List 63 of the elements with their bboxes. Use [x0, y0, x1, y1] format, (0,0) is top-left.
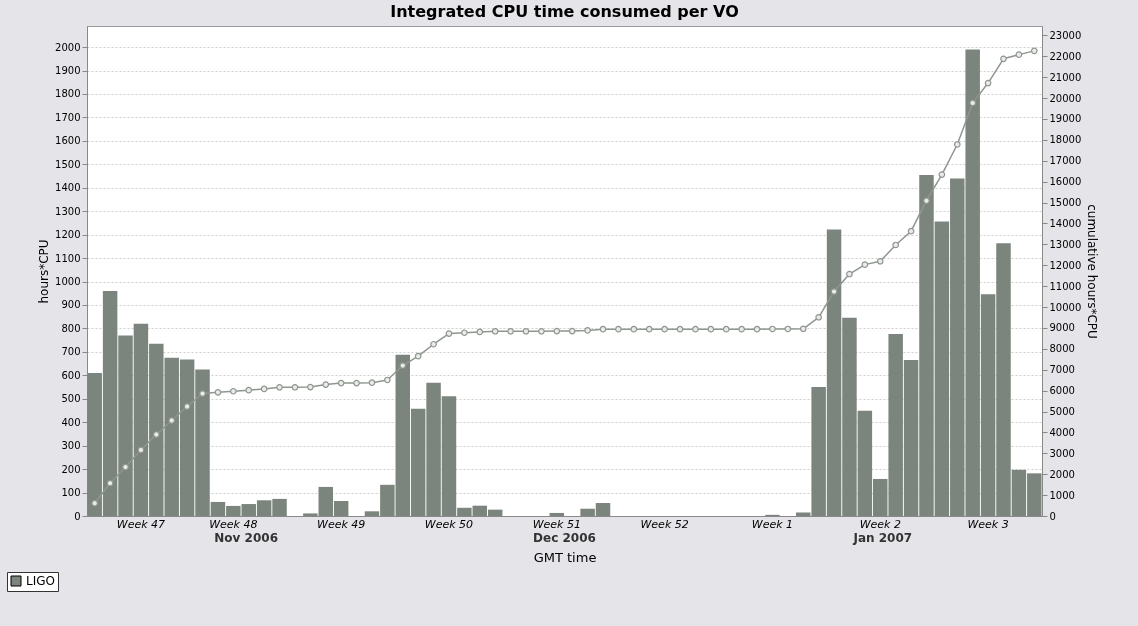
- y2-tick-label: 9000: [1049, 322, 1075, 334]
- y2-tick-label: 1000: [1049, 489, 1075, 501]
- y2-tick-label: 12000: [1049, 259, 1082, 271]
- y2-tick-label: 18000: [1049, 134, 1082, 146]
- y2-tick-label: 14000: [1049, 217, 1082, 229]
- legend-label: LIGO: [26, 574, 55, 588]
- y2-tick-label: 0: [1049, 510, 1056, 522]
- y2-tick-label: 2000: [1049, 468, 1075, 480]
- chart-title: Integrated CPU time consumed per VO: [390, 2, 739, 21]
- text: Jan 2007: [852, 531, 913, 545]
- y2-tick-label: 22000: [1049, 50, 1082, 62]
- y-tick-label: 1000: [55, 276, 81, 288]
- y2-tick-label: 7000: [1049, 364, 1075, 376]
- x-tick-label: Week 48: [209, 517, 258, 531]
- y2-tick-label: 13000: [1049, 238, 1082, 250]
- y2-tick-label: 3000: [1049, 447, 1075, 459]
- y-tick-label: 1100: [55, 252, 81, 264]
- y2-tick-label: 19000: [1049, 113, 1082, 125]
- y-tick-label: 800: [61, 322, 81, 334]
- y2-tick-label: 11000: [1049, 280, 1082, 292]
- y2-tick-label: 16000: [1049, 176, 1082, 188]
- y-tick-label: 1600: [55, 135, 81, 147]
- y2-tick-label: 21000: [1049, 71, 1082, 83]
- x-tick-label: Week 3: [967, 517, 1009, 531]
- y-tick-label: 1300: [55, 205, 81, 217]
- y-tick-label: 2000: [55, 41, 81, 53]
- y-tick-label: 400: [61, 416, 81, 428]
- x-tick-label: Week 49: [317, 517, 366, 531]
- y2-tick-label: 10000: [1049, 301, 1082, 313]
- text: Nov 2006: [214, 531, 279, 545]
- x-tick-label: Week 47: [116, 517, 166, 531]
- y2-tick-label: 20000: [1049, 92, 1082, 104]
- y2-tick-label: 8000: [1049, 343, 1075, 355]
- y-tick-label: 1200: [55, 229, 81, 241]
- y-tick-label: 900: [61, 299, 81, 311]
- y2-axis-title: cumulative hours*CPU: [1085, 204, 1100, 339]
- y-tick-label: 600: [61, 369, 81, 381]
- y-tick-label: 0: [74, 510, 81, 522]
- y2-tick-label: 15000: [1049, 197, 1082, 209]
- x-tick-label: Week 51: [532, 517, 581, 531]
- x-axis-title: GMT time: [533, 549, 597, 565]
- y-axis-title: hours*CPU: [37, 239, 52, 304]
- y-tick-label: 1500: [55, 158, 81, 170]
- x-tick-label: Week 50: [424, 517, 474, 531]
- y-tick-label: 300: [61, 440, 81, 452]
- text: Dec 2006: [533, 531, 596, 545]
- y-tick-label: 1800: [55, 88, 81, 100]
- y-tick-label: 500: [61, 393, 81, 405]
- y2-tick-label: 5000: [1049, 406, 1075, 418]
- x-tick-label: Week 1: [751, 517, 794, 531]
- y-tick-label: 200: [61, 463, 81, 475]
- y-tick-label: 700: [61, 346, 81, 358]
- bar: [549, 512, 565, 516]
- y2-tick-label: 17000: [1049, 155, 1082, 167]
- y2-tick-label: 6000: [1049, 385, 1075, 397]
- y-tick-label: 1700: [55, 111, 81, 123]
- y-tick-label: 100: [61, 487, 81, 499]
- y-tick-label: 1900: [55, 65, 81, 77]
- y-tick-label: 1400: [55, 182, 81, 194]
- y2-tick-label: 23000: [1049, 29, 1082, 41]
- x-tick-label: Week 52: [640, 517, 689, 531]
- x-tick-label: Week 2: [859, 517, 901, 531]
- y2-tick-label: 4000: [1049, 426, 1075, 438]
